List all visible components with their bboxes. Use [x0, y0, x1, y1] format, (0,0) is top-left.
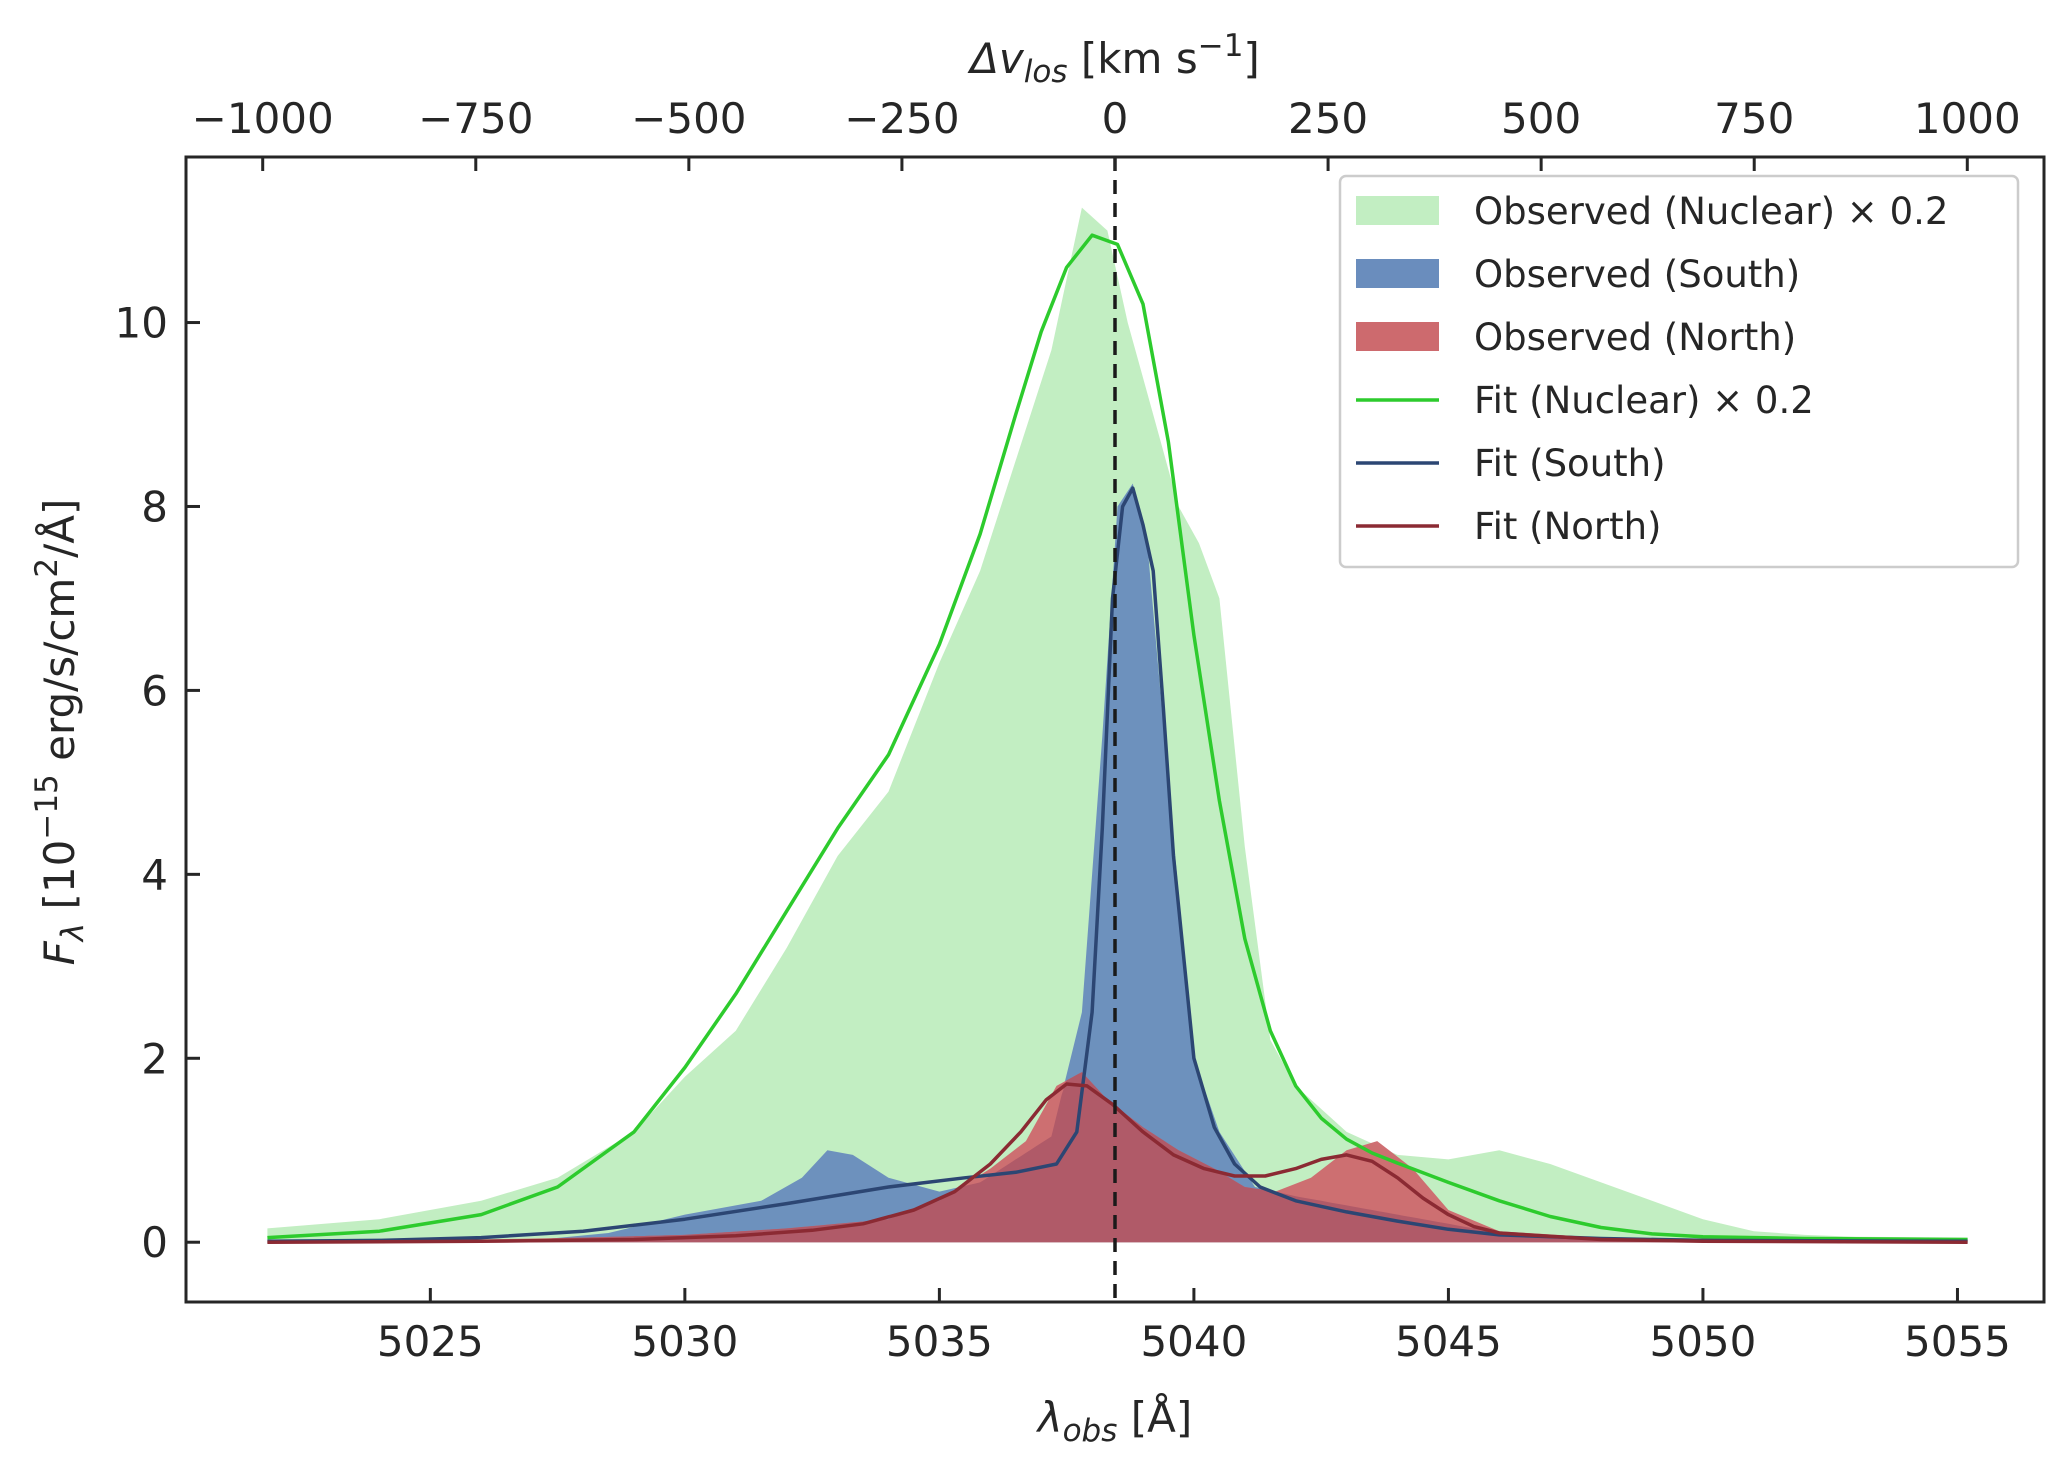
y-tick-label: 0 [141, 1218, 168, 1267]
y-tick-label: 8 [141, 482, 168, 531]
y-axis-label-exponent-2: 2 [29, 558, 65, 578]
x-axis-label-symbol: λ [1036, 1393, 1063, 1442]
y-axis-label-prefix: [10 [35, 840, 84, 923]
area-south-north-overlap [267, 1072, 1968, 1243]
line-fit-north [267, 1082, 1968, 1244]
legend-swatch-south [1356, 259, 1439, 288]
x-tick-label: 5040 [1140, 1317, 1247, 1366]
x-axis-label-unit: [Å] [1117, 1392, 1192, 1442]
x-tick-label: 5055 [1904, 1317, 2011, 1366]
top-tick-label: 250 [1288, 94, 1368, 143]
top-axis-label: Δvlos [km s−1] [967, 28, 1260, 90]
area-observed-south [267, 483, 1968, 1243]
top-tick-label: 0 [1102, 94, 1129, 143]
legend-label-nuclear-fit: Fit (Nuclear) × 0.2 [1474, 379, 1814, 422]
y-axis-label-exponent: −15 [29, 774, 65, 839]
x-tick-label: 5025 [377, 1317, 484, 1366]
top-axis-label-close: ] [1243, 34, 1259, 83]
legend-label-north-observed: Observed (North) [1474, 316, 1796, 359]
legend: Observed (Nuclear) × 0.2 Observed (South… [1338, 174, 2020, 569]
y-axis: 0 2 4 6 8 10 [115, 299, 200, 1267]
y-tick-label: 10 [115, 299, 168, 348]
legend-swatch-north [1356, 322, 1439, 351]
x-tick-label: 5050 [1649, 1317, 1756, 1366]
top-tick-label: −250 [844, 94, 959, 143]
top-tick-label: −1000 [192, 94, 334, 143]
top-velocity-axis: −1000 −750 −500 −250 0 250 500 750 1000 [192, 94, 2021, 171]
line-fit-south [267, 486, 1968, 1244]
observed-fills [267, 207, 1968, 1243]
top-tick-label: −500 [631, 94, 746, 143]
x-tick-label: 5045 [1395, 1317, 1502, 1366]
y-axis-label-suffix: /Å] [34, 499, 84, 558]
line-fit-nuclear-0-2 [267, 233, 1968, 1242]
legend-label-south-fit: Fit (South) [1474, 442, 1666, 485]
legend-box [1338, 174, 2020, 569]
x-tick-label: 5035 [886, 1317, 993, 1366]
top-tick-label: 500 [1501, 94, 1581, 143]
y-axis-label: Fλ [10−15 erg/s/cm2/Å] [29, 499, 91, 966]
legend-label-nuclear-observed: Observed (Nuclear) × 0.2 [1474, 190, 1948, 233]
x-axis-label-subscript: obs [1063, 1413, 1118, 1449]
y-tick-label: 2 [141, 1034, 168, 1083]
y-axis-label-units: erg/s/cm [35, 578, 84, 775]
top-axis-label-symbol: Δv [967, 34, 1025, 83]
top-tick-label: −750 [418, 94, 533, 143]
y-axis-label-subscript: λ [55, 923, 91, 943]
x-tick-label: 5030 [631, 1317, 738, 1366]
fit-lines [267, 233, 1968, 1244]
y-tick-label: 6 [141, 666, 168, 715]
y-tick-label: 4 [141, 850, 168, 899]
top-tick-label: 1000 [1914, 94, 2021, 143]
legend-label-south-observed: Observed (South) [1474, 253, 1800, 296]
top-axis-label-exponent: −1 [1198, 28, 1244, 64]
legend-label-north-fit: Fit (North) [1474, 505, 1662, 548]
top-axis-label-unit: [km s [1068, 34, 1198, 83]
top-axis-label-subscript: los [1024, 54, 1068, 90]
bottom-x-axis: 5025 5030 5035 5040 5045 5050 5055 [377, 1288, 2011, 1366]
y-axis-label-symbol: F [35, 940, 84, 965]
top-tick-label: 750 [1714, 94, 1794, 143]
legend-swatch-nuclear [1356, 196, 1439, 225]
x-axis-label: λobs [Å] [1036, 1392, 1193, 1449]
